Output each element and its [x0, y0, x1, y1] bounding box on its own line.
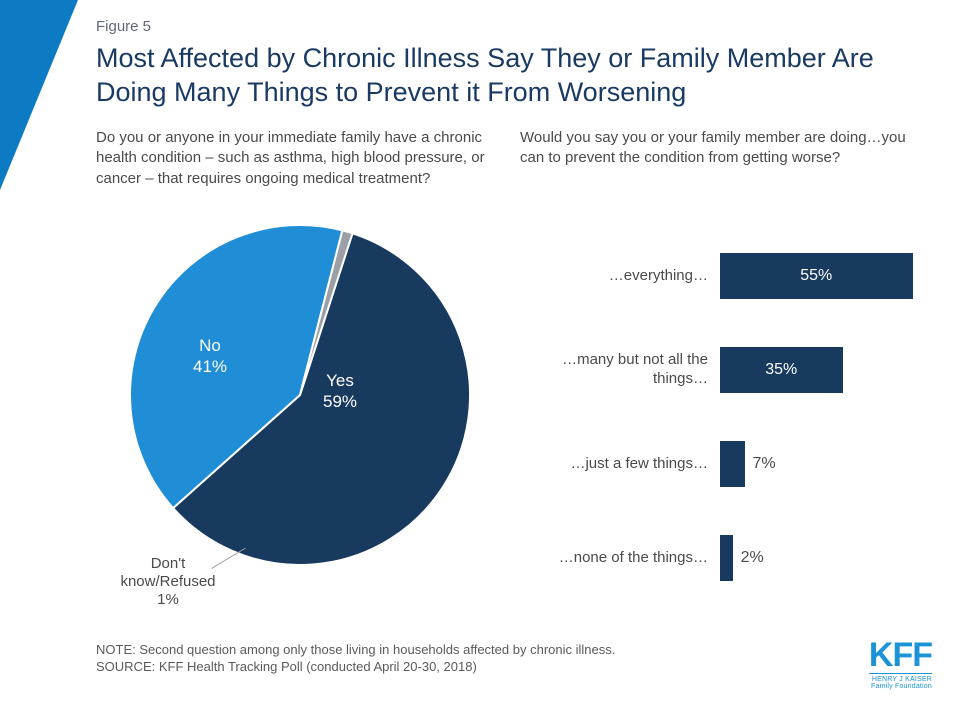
bar-value: 2%: [741, 549, 764, 567]
pie-label-yes: Yes 59%: [300, 370, 380, 413]
pie-label-no: No 41%: [180, 335, 240, 378]
bar-label: …many but not all the things…: [520, 351, 720, 389]
footnote-source: SOURCE: KFF Health Tracking Poll (conduc…: [96, 658, 615, 676]
left-question: Do you or anyone in your immediate famil…: [96, 128, 496, 189]
footnote-note: NOTE: Second question among only those l…: [96, 641, 615, 659]
pie-label-dontknow: Don'tknow/Refused1%: [108, 555, 228, 609]
bar-fill: 7%: [720, 441, 745, 487]
bar-fill: 2%: [720, 535, 733, 581]
bar-label: …everything…: [520, 267, 720, 286]
logo-subtext: HENRY J KAISERFamily Foundation: [869, 673, 932, 690]
bar-chart: …everything…55% …many but not all the thi…: [520, 248, 940, 624]
bar-track: 35%: [720, 347, 930, 393]
bar-track: 55%: [720, 253, 930, 299]
footnote: NOTE: Second question among only those l…: [96, 641, 615, 676]
bar-row: …many but not all the things…35%: [520, 342, 940, 398]
figure-label: Figure 5: [96, 18, 151, 35]
bar-value: 7%: [753, 455, 776, 473]
logo-text: KFF: [869, 640, 932, 671]
bar-label: …just a few things…: [520, 455, 720, 474]
bar-fill: 55%: [720, 253, 913, 299]
bar-track: 2%: [720, 535, 930, 581]
bar-label: …none of the things…: [520, 549, 720, 568]
right-question: Would you say you or your family member …: [520, 128, 920, 169]
corner-accent: [0, 0, 78, 190]
bar-track: 7%: [720, 441, 930, 487]
bar-row: …none of the things…2%: [520, 530, 940, 586]
bar-row: …just a few things…7%: [520, 436, 940, 492]
kff-logo: KFF HENRY J KAISERFamily Foundation: [869, 640, 932, 690]
bar-fill: 35%: [720, 347, 843, 393]
chart-title: Most Affected by Chronic Illness Say The…: [96, 42, 920, 110]
bar-row: …everything…55%: [520, 248, 940, 304]
